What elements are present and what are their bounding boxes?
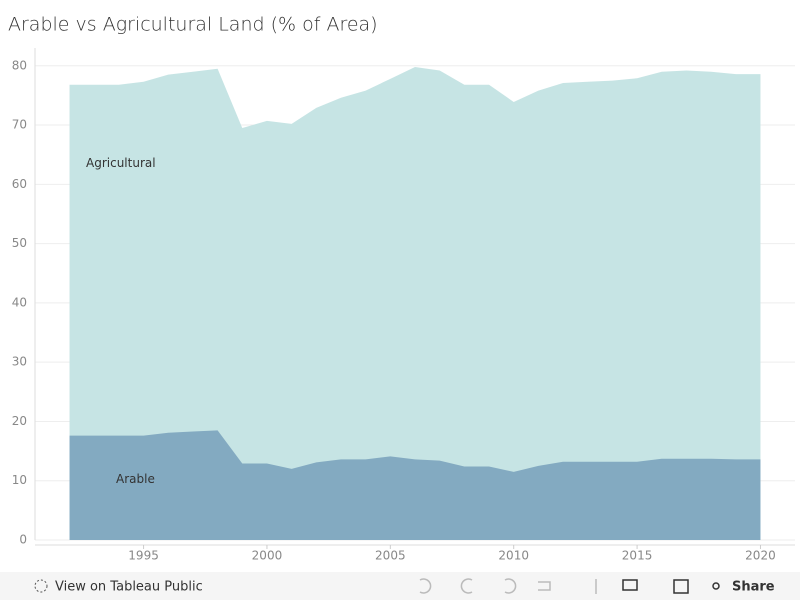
y-tick-label: 30 xyxy=(12,355,27,369)
toolbar xyxy=(0,572,800,600)
x-tick-label: 2010 xyxy=(498,549,529,563)
series-label: Agricultural xyxy=(86,156,156,170)
y-tick-label: 70 xyxy=(12,118,27,132)
series-label: Arable xyxy=(116,472,155,486)
share-button[interactable]: Share xyxy=(732,580,775,595)
y-tick-label: 80 xyxy=(12,58,27,72)
fullscreen-icon[interactable] xyxy=(673,579,689,594)
revert-icon[interactable] xyxy=(504,578,517,594)
y-tick-label: 0 xyxy=(19,533,27,547)
undo-icon[interactable] xyxy=(419,578,432,594)
view-button[interactable]: View on Tableau Public xyxy=(34,579,203,595)
area xyxy=(69,430,761,540)
chart-title: Arable vs Agricultural Land (% of Area) xyxy=(8,14,378,36)
area xyxy=(69,66,761,540)
x-tick-label: 2005 xyxy=(375,549,406,563)
share-icon[interactable] xyxy=(712,582,720,590)
view-link[interactable]: View on Tableau Public xyxy=(55,580,203,595)
y-tick-label: 50 xyxy=(12,236,27,250)
x-tick-label: 2020 xyxy=(745,549,776,563)
download-icon[interactable] xyxy=(622,579,638,591)
x-tick-label: 2015 xyxy=(622,549,653,563)
y-tick-label: 60 xyxy=(12,177,27,191)
tableau-icon xyxy=(34,579,48,593)
y-tick-label: 40 xyxy=(12,295,27,309)
x-tick-label: 2000 xyxy=(252,549,283,563)
x-tick-label: 1995 xyxy=(128,549,159,563)
refresh-icon[interactable] xyxy=(538,581,551,591)
y-tick-label: 10 xyxy=(12,473,27,487)
y-tick-label: 20 xyxy=(12,414,27,428)
redo-icon[interactable] xyxy=(460,578,473,594)
